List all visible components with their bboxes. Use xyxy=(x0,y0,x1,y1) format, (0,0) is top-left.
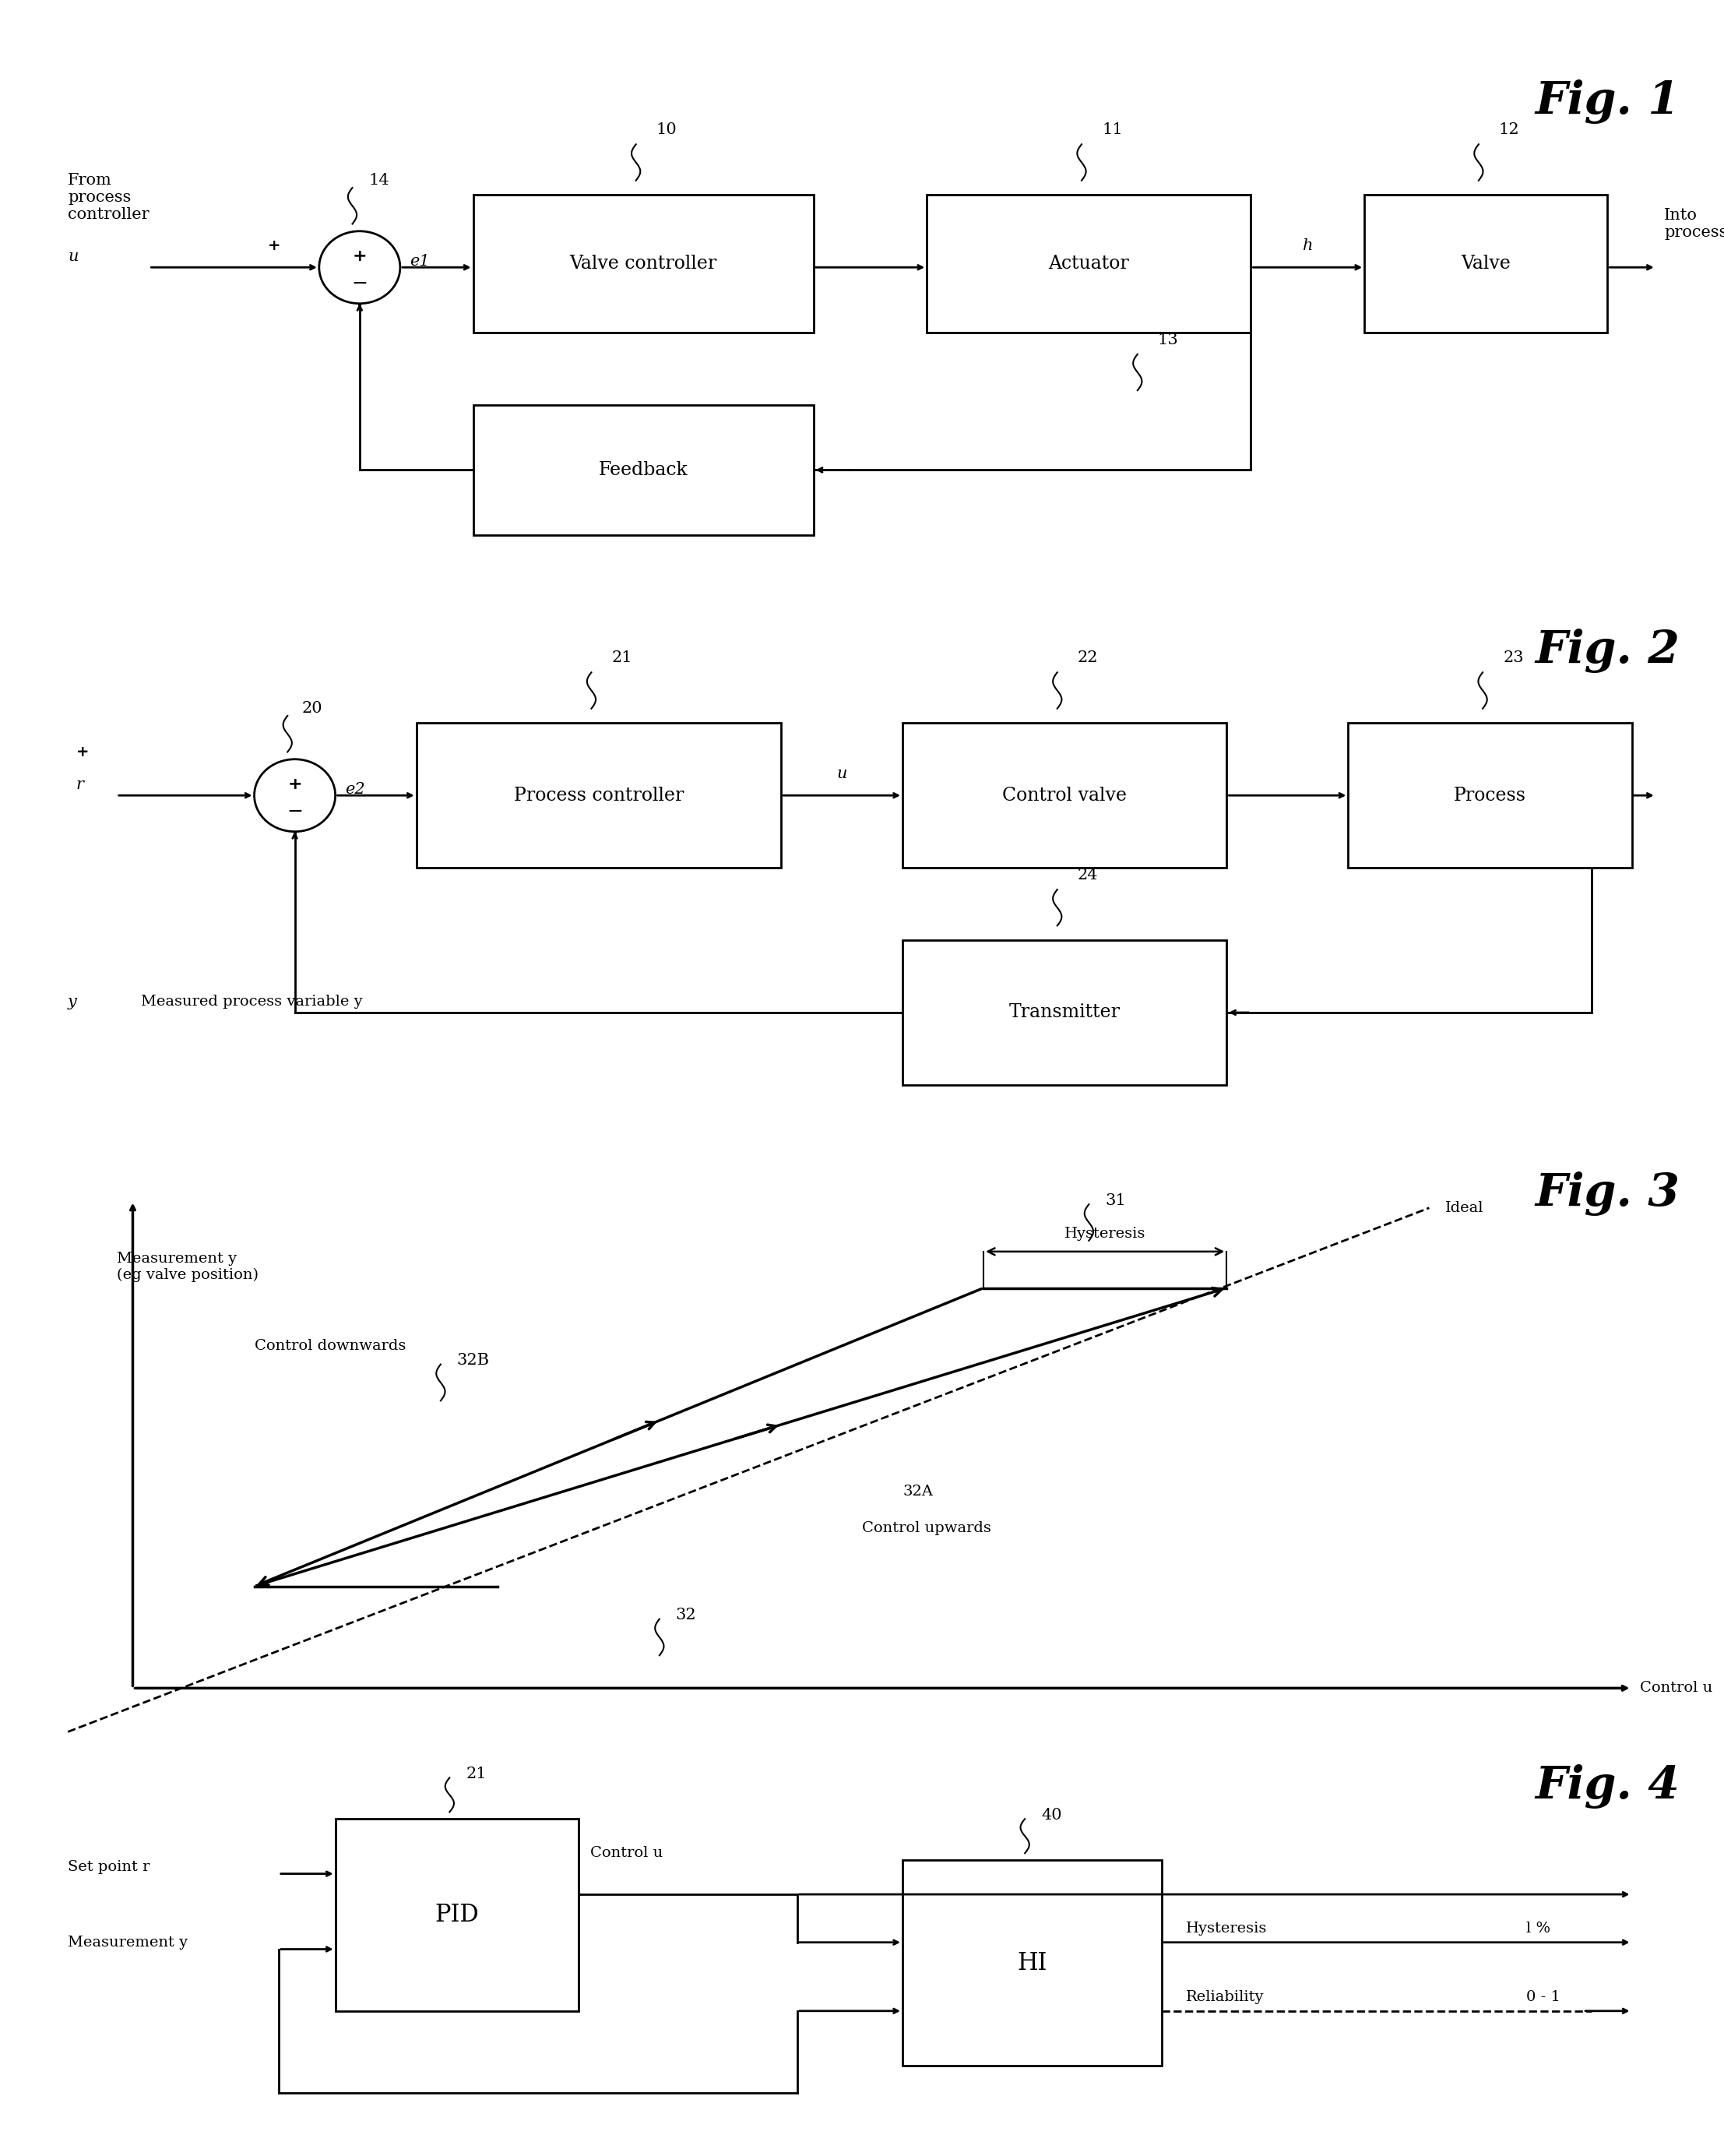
Text: Process: Process xyxy=(1453,787,1526,804)
Text: e2: e2 xyxy=(345,783,365,798)
Text: Fig. 1: Fig. 1 xyxy=(1534,80,1679,123)
Text: 13: 13 xyxy=(1159,332,1179,347)
Text: 40: 40 xyxy=(1041,1809,1062,1822)
Text: 12: 12 xyxy=(1498,123,1519,138)
Bar xyxy=(472,405,814,535)
Text: Control upwards: Control upwards xyxy=(862,1520,991,1535)
Text: 14: 14 xyxy=(369,172,390,188)
Text: −: − xyxy=(286,802,303,821)
Text: +: + xyxy=(76,744,90,759)
Text: Measured process variable y: Measured process variable y xyxy=(141,994,362,1009)
Text: Hysteresis: Hysteresis xyxy=(1064,1227,1146,1240)
Text: Into
process: Into process xyxy=(1664,207,1724,239)
Bar xyxy=(903,940,1226,1084)
Text: 21: 21 xyxy=(465,1768,486,1781)
Text: Hysteresis: Hysteresis xyxy=(1186,1921,1267,1936)
Text: 23: 23 xyxy=(1503,651,1524,666)
Text: Transmitter: Transmitter xyxy=(1009,1003,1121,1022)
Text: Actuator: Actuator xyxy=(1048,254,1129,272)
Bar xyxy=(903,722,1226,869)
Text: u: u xyxy=(836,765,846,780)
Text: 24: 24 xyxy=(1078,867,1098,882)
Text: Feedback: Feedback xyxy=(598,461,688,479)
Text: l %: l % xyxy=(1526,1921,1550,1936)
Bar xyxy=(415,722,781,869)
Text: 32: 32 xyxy=(676,1608,696,1623)
Bar xyxy=(1348,722,1631,869)
Bar xyxy=(928,194,1252,332)
Text: Control valve: Control valve xyxy=(1002,787,1127,804)
Text: −: − xyxy=(352,274,367,293)
Text: e1: e1 xyxy=(410,254,429,270)
Text: Measurement y: Measurement y xyxy=(67,1936,188,1949)
Text: u: u xyxy=(67,250,78,263)
Text: Reliability: Reliability xyxy=(1186,1990,1264,2005)
Text: Process controller: Process controller xyxy=(514,787,684,804)
Text: 21: 21 xyxy=(612,651,633,666)
Text: 20: 20 xyxy=(302,701,322,716)
Text: 11: 11 xyxy=(1102,123,1122,138)
Text: Fig. 3: Fig. 3 xyxy=(1534,1171,1679,1216)
Text: Fig. 2: Fig. 2 xyxy=(1534,630,1679,673)
Text: Control u: Control u xyxy=(1640,1682,1712,1695)
Text: Ideal: Ideal xyxy=(1445,1201,1484,1216)
Text: Control u: Control u xyxy=(591,1846,664,1861)
Text: +: + xyxy=(352,248,367,265)
Text: PID: PID xyxy=(434,1904,479,1927)
Text: +: + xyxy=(269,237,281,252)
Bar xyxy=(903,1861,1162,2065)
Text: 31: 31 xyxy=(1105,1192,1126,1207)
Text: 32B: 32B xyxy=(457,1354,490,1369)
Text: Fig. 4: Fig. 4 xyxy=(1534,1764,1679,1809)
Text: 0 - 1: 0 - 1 xyxy=(1526,1990,1560,2005)
Text: Measurement y
(eg valve position): Measurement y (eg valve position) xyxy=(117,1250,259,1283)
Bar xyxy=(472,194,814,332)
Text: From
process
controller: From process controller xyxy=(67,172,150,222)
Text: r: r xyxy=(76,776,84,791)
Text: HI: HI xyxy=(1017,1951,1046,1975)
Text: Control downwards: Control downwards xyxy=(255,1339,405,1354)
Text: 32A: 32A xyxy=(903,1485,933,1498)
Text: Valve controller: Valve controller xyxy=(569,254,717,272)
Text: y: y xyxy=(67,994,78,1009)
Text: 22: 22 xyxy=(1078,651,1098,666)
Text: +: + xyxy=(288,776,302,793)
Bar xyxy=(1364,194,1607,332)
Text: h: h xyxy=(1302,237,1314,252)
Text: 10: 10 xyxy=(657,123,678,138)
Text: Valve: Valve xyxy=(1460,254,1510,272)
Bar xyxy=(334,1820,579,2012)
Text: Set point r: Set point r xyxy=(67,1861,150,1874)
